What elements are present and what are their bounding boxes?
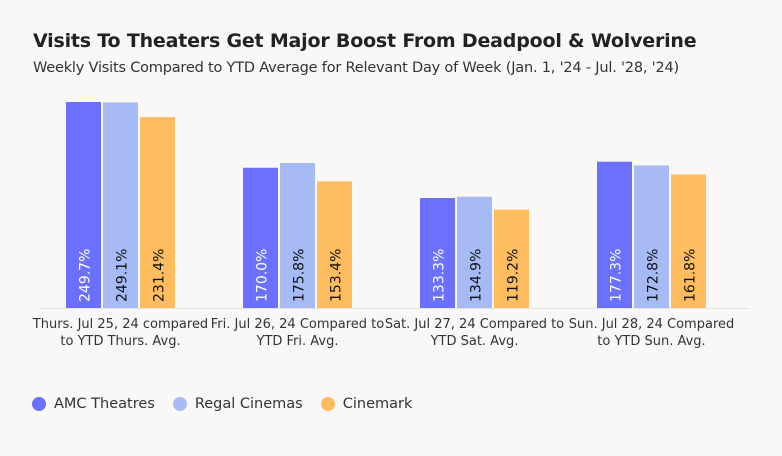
legend-swatch-icon xyxy=(172,397,187,411)
bar xyxy=(103,102,138,308)
bar xyxy=(457,196,492,308)
data-label: 161.8% xyxy=(683,249,699,302)
data-label: 170.0% xyxy=(255,249,271,302)
bar xyxy=(317,181,352,308)
chart-title: Visits To Theaters Get Major Boost From … xyxy=(33,30,697,52)
bar xyxy=(671,174,706,308)
legend-item[interactable]: Cinemark xyxy=(320,396,413,412)
data-label: 119.2% xyxy=(506,249,522,302)
category-label: Sat. Jul 27, 24 Compared to YTD Sat. Avg… xyxy=(384,317,565,349)
bar xyxy=(597,161,632,308)
legend-item[interactable]: AMC Theatres xyxy=(32,396,155,412)
legend-swatch-icon xyxy=(320,397,335,411)
legend: AMC Theatres Regal Cinemas Cinemark xyxy=(32,396,412,412)
category-label: Thurs. Jul 25, 24 compared to YTD Thurs.… xyxy=(32,317,209,349)
bar xyxy=(634,165,669,308)
bar xyxy=(420,198,455,308)
data-label: 177.3% xyxy=(609,249,625,302)
bar xyxy=(66,102,101,308)
data-label: 175.8% xyxy=(292,249,308,302)
legend-label: Regal Cinemas xyxy=(194,396,303,412)
legend-item[interactable]: Regal Cinemas xyxy=(172,396,303,412)
data-label: 172.8% xyxy=(646,249,662,302)
legend-swatch-icon xyxy=(32,397,46,411)
legend-label: Cinemark xyxy=(342,396,413,412)
data-label: 231.4% xyxy=(152,249,168,302)
data-label: 249.1% xyxy=(115,249,131,302)
data-label: 153.4% xyxy=(329,249,345,302)
category-label: Fri. Jul 26, 24 Compared to YTD Fri. Avg… xyxy=(210,317,385,349)
chart-subtitle: Weekly Visits Compared to YTD Average fo… xyxy=(33,60,679,76)
bar xyxy=(243,167,278,308)
data-label: 249.7% xyxy=(78,249,94,302)
bar xyxy=(140,117,175,308)
category-label: Sun. Jul 28, 24 Compared to YTD Sun. Avg… xyxy=(568,317,735,349)
legend-label: AMC Theatres xyxy=(54,396,155,412)
data-label: 133.3% xyxy=(432,249,448,302)
bar xyxy=(494,209,529,308)
data-label: 134.9% xyxy=(469,249,485,302)
bar xyxy=(280,162,315,308)
